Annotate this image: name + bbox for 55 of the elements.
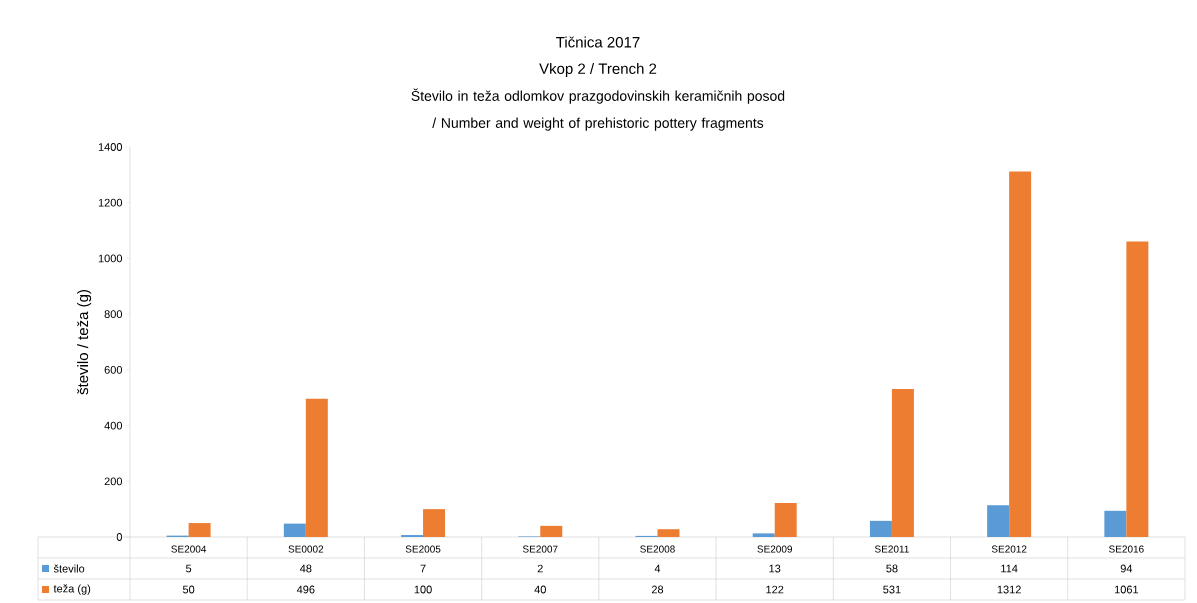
chart-title: Tičnica 2017 — [556, 36, 640, 48]
x-tick-label: SE2008 — [640, 545, 675, 553]
data-label: 58 — [886, 564, 898, 573]
data-label: 40 — [534, 585, 546, 594]
data-label: 114 — [1001, 564, 1018, 573]
x-tick-label: SE2004 — [171, 545, 207, 553]
bar — [869, 520, 892, 537]
x-tick-label: SE2007 — [522, 545, 558, 553]
bar — [774, 503, 797, 537]
data-label: 496 — [296, 585, 315, 594]
data-label: 122 — [766, 585, 784, 594]
bar — [1126, 241, 1149, 537]
chart-subtitle: Vkop 2 / Trench 2 — [539, 63, 657, 77]
data-label: 2 — [537, 564, 543, 573]
x-tick-label: SE2009 — [757, 545, 793, 553]
bar — [752, 533, 775, 537]
data-label: 7 — [420, 564, 426, 573]
data-label: 1312 — [997, 585, 1021, 594]
bar — [540, 525, 563, 537]
bar — [423, 509, 446, 537]
data-label: 1061 — [1114, 585, 1139, 594]
y-tick-label: 1200 — [98, 198, 123, 207]
y-tick-label: 1400 — [98, 143, 123, 151]
bar — [1009, 171, 1032, 537]
data-label: 4 — [654, 564, 661, 573]
data-label: 28 — [651, 585, 664, 594]
data-label: 531 — [883, 585, 901, 594]
y-tick-label: 800 — [104, 310, 123, 319]
data-label: 94 — [1120, 564, 1133, 573]
bar — [305, 398, 328, 537]
text: Število in teža odlomkov prazgodovinskih keramičnih posod / Number and weight of prehistoric pottery fragments — [411, 88, 785, 131]
y-tick-label: 600 — [104, 365, 123, 374]
data-label: 48 — [299, 564, 312, 573]
y-tick-label: 200 — [104, 477, 123, 486]
data-label: 50 — [182, 585, 195, 594]
data-label: 5 — [185, 564, 192, 573]
x-tick-label: SE2005 — [405, 545, 441, 553]
x-tick-label: SE0002 — [288, 545, 324, 553]
bar — [657, 529, 680, 537]
bar — [987, 505, 1010, 537]
data-label: 100 — [414, 585, 432, 594]
bar — [1104, 510, 1127, 537]
data-label: 13 — [769, 564, 781, 573]
y-tick-label: 0 — [116, 533, 123, 541]
y-tick-label: 1000 — [98, 254, 123, 263]
y-tick-label: 400 — [104, 421, 123, 430]
x-tick-label: SE2012 — [991, 545, 1027, 553]
y-axis-title: število / teža (g) — [77, 290, 92, 395]
x-tick-label: SE2016 — [1109, 545, 1144, 553]
bar — [188, 523, 211, 537]
bar — [891, 389, 914, 537]
legend-label: teža (g) — [53, 584, 91, 595]
legend-label: število — [53, 564, 85, 573]
x-tick-label: SE2011 — [874, 545, 909, 553]
bar — [283, 523, 306, 537]
